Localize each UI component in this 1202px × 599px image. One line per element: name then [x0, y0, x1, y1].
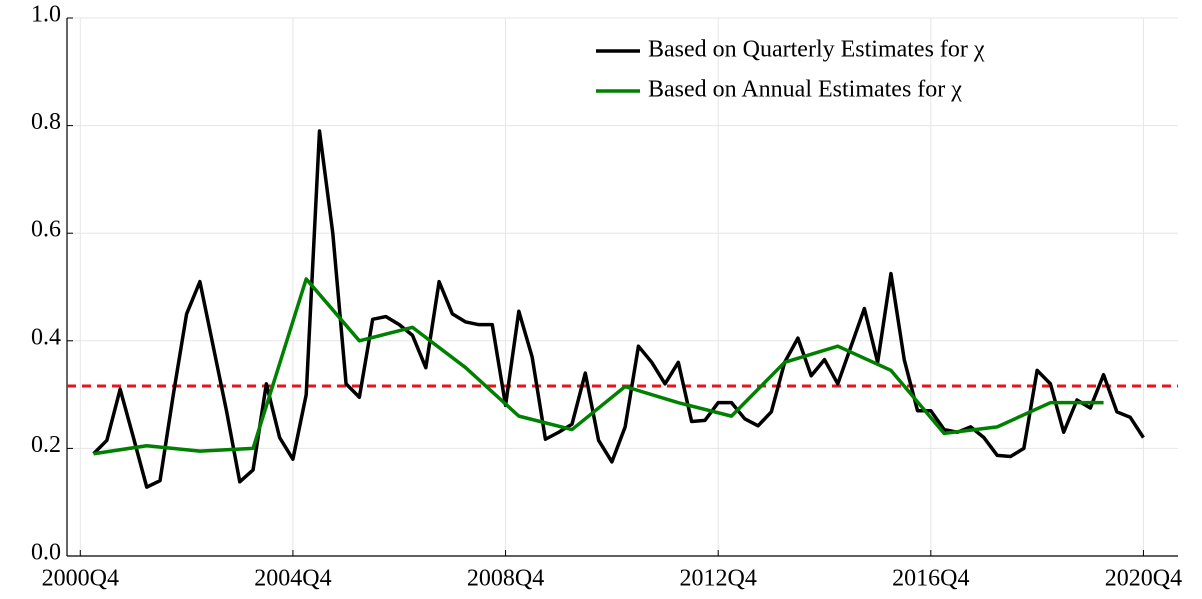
x-tick-label: 2000Q4 [42, 566, 119, 592]
legend-label: Based on Annual Estimates for χ [648, 77, 962, 103]
x-tick-label: 2016Q4 [892, 566, 969, 592]
x-tick-label: 2004Q4 [254, 566, 331, 592]
y-tick-label: 0.8 [31, 109, 61, 135]
y-tick-label: 0.0 [31, 540, 61, 566]
x-tick-label: 2008Q4 [467, 566, 544, 592]
y-tick-label: 0.4 [31, 324, 61, 350]
x-tick-label: 2020Q4 [1105, 566, 1182, 592]
series-line [92, 129, 1145, 489]
legend-label: Based on Quarterly Estimates for χ [648, 37, 985, 63]
x-tick-label: 2012Q4 [680, 566, 757, 592]
y-tick-label: 0.6 [31, 217, 61, 243]
series-line [93, 277, 1104, 456]
y-tick-label: 1.0 [31, 2, 61, 28]
y-tick-label: 0.2 [31, 432, 61, 458]
